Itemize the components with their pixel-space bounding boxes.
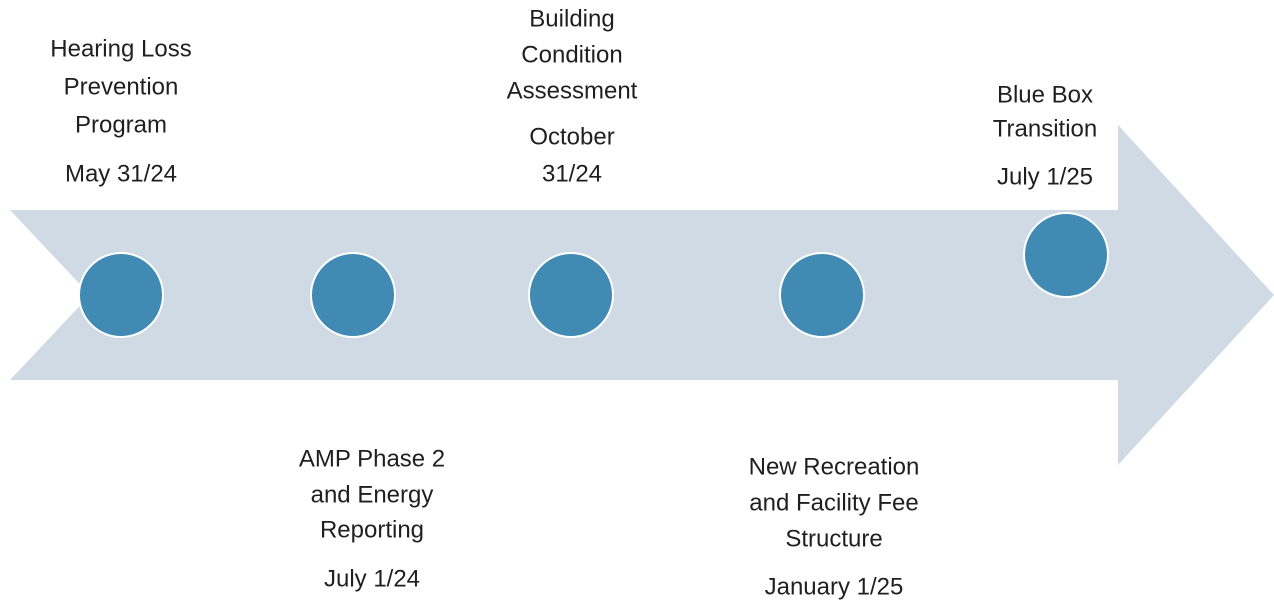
milestone-title: Building — [529, 5, 614, 32]
milestone-dot — [310, 252, 396, 338]
milestone-title: Program — [75, 111, 167, 138]
milestone-date: May 31/24 — [65, 160, 177, 187]
milestone-date: 31/24 — [542, 160, 602, 187]
milestone-title: Hearing Loss — [50, 35, 191, 62]
milestone-title: Transition — [993, 115, 1097, 142]
milestone-date: July 1/25 — [997, 163, 1093, 190]
milestone-title: and Facility Fee — [749, 489, 918, 516]
milestone-title: Prevention — [64, 73, 179, 100]
milestone-title: and Energy — [311, 481, 434, 508]
milestone-title: Reporting — [320, 516, 424, 543]
milestone-dot — [779, 252, 865, 338]
milestone-dot — [78, 252, 164, 338]
milestone-date: July 1/24 — [324, 565, 420, 592]
milestone-title: Structure — [785, 525, 882, 552]
milestone-title: New Recreation — [749, 453, 920, 480]
timeline-arrow — [10, 125, 1274, 465]
milestone-title: AMP Phase 2 — [299, 445, 445, 472]
milestone-dot — [528, 252, 614, 338]
milestone-title: Blue Box — [997, 81, 1093, 108]
milestone-date: January 1/25 — [765, 573, 904, 600]
milestone-title: Assessment — [507, 77, 638, 104]
milestone-date: October — [529, 123, 614, 150]
milestone-title: Condition — [521, 41, 622, 68]
milestone-dot — [1023, 212, 1109, 298]
